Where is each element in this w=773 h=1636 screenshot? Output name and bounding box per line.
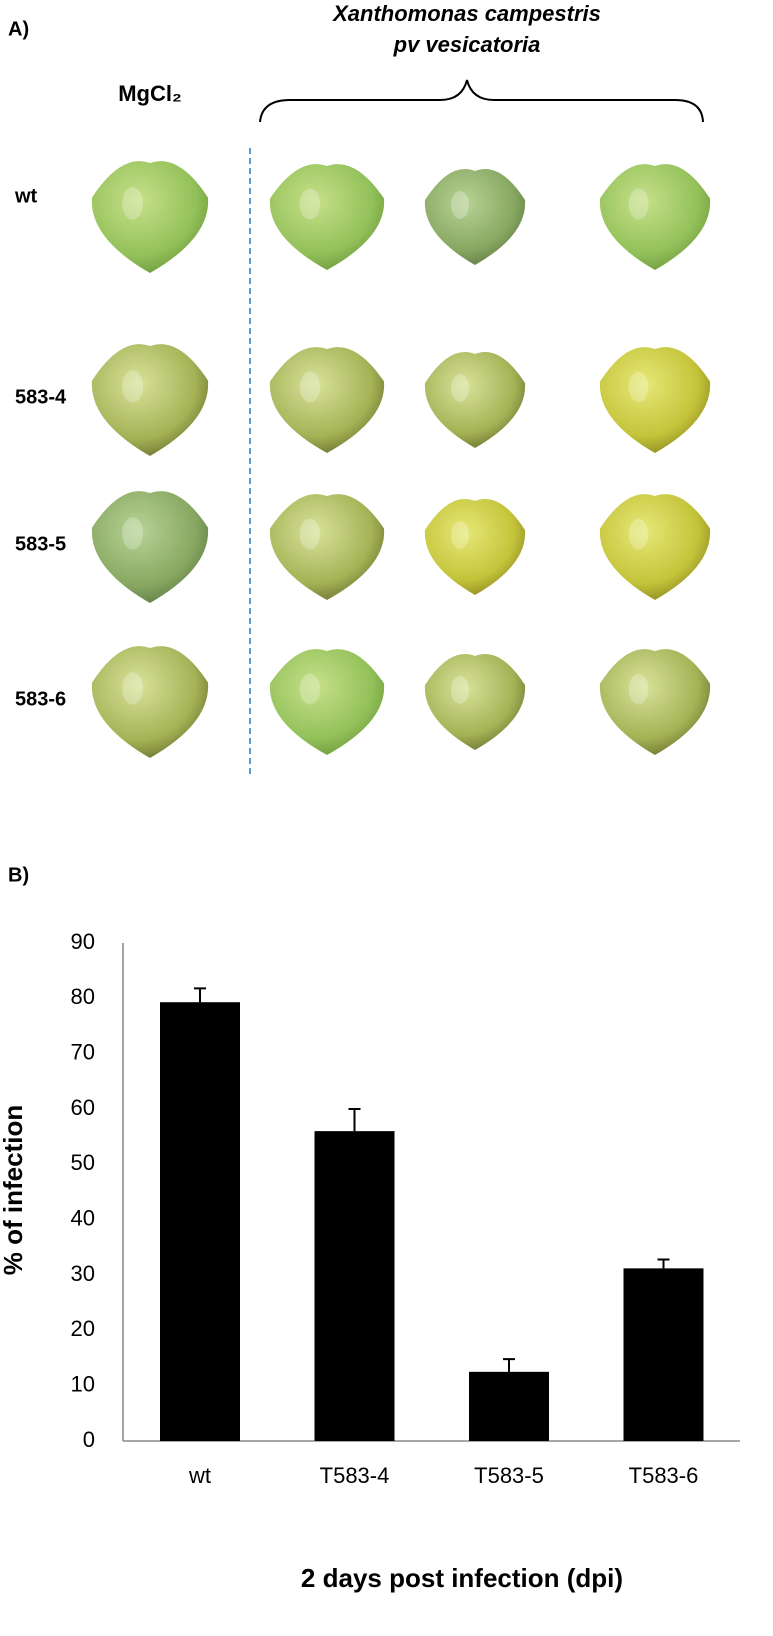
fruit-highlight bbox=[451, 191, 469, 219]
bar-chart: 0 10 20 30 40 50 60 70 80 90 wt T583-4 T583-5 T583-6%… bbox=[0, 929, 740, 1593]
x-tick-label: T583-4 bbox=[320, 1463, 390, 1488]
fruit-highlight bbox=[299, 518, 321, 550]
fruit bbox=[424, 351, 526, 448]
fruit bbox=[269, 649, 385, 755]
y-tick-label: 40 bbox=[71, 1205, 95, 1230]
fruit bbox=[599, 649, 711, 755]
fruit bbox=[599, 347, 711, 453]
x-tick-label: T583-6 bbox=[629, 1463, 699, 1488]
y-tick-label: 70 bbox=[71, 1039, 95, 1064]
bar bbox=[469, 1371, 549, 1441]
fruit-highlight bbox=[122, 517, 144, 550]
fruit-highlight bbox=[628, 673, 649, 705]
y-tick-label: 80 bbox=[71, 984, 95, 1009]
y-tick-label: 10 bbox=[71, 1371, 95, 1396]
fruit bbox=[91, 491, 209, 603]
y-tick-label: 20 bbox=[71, 1316, 95, 1341]
control-label: MgCl₂ bbox=[118, 81, 182, 106]
fruit-grid bbox=[91, 161, 711, 758]
error-bar bbox=[503, 1358, 515, 1372]
bar bbox=[314, 1131, 395, 1441]
fruit-highlight bbox=[299, 673, 321, 705]
fruit-highlight bbox=[628, 188, 649, 220]
fruit bbox=[269, 494, 385, 600]
fruit-highlight bbox=[628, 518, 649, 550]
fruit bbox=[599, 494, 711, 600]
error-bar bbox=[348, 1108, 361, 1132]
y-tick-label: 90 bbox=[71, 929, 95, 954]
row-label: 583-5 bbox=[15, 533, 66, 555]
y-tick-label: 50 bbox=[71, 1150, 95, 1175]
panel-title: pv vesicatoria bbox=[393, 32, 541, 57]
bar bbox=[160, 1002, 240, 1441]
fruit bbox=[424, 498, 526, 595]
row-label: 583-4 bbox=[15, 386, 67, 408]
brace bbox=[259, 79, 704, 123]
fruit-highlight bbox=[299, 371, 321, 403]
fruit-highlight bbox=[122, 370, 144, 403]
fruit-highlight bbox=[299, 188, 321, 220]
y-axis-title: % of infection bbox=[0, 1105, 28, 1275]
row-label: 583-6 bbox=[15, 688, 66, 710]
x-tick-label: T583-5 bbox=[474, 1463, 544, 1488]
x-tick-label: wt bbox=[188, 1463, 211, 1488]
error-bar bbox=[194, 987, 206, 1003]
y-tick-label: 0 bbox=[83, 1427, 95, 1452]
panel-label: B) bbox=[8, 864, 29, 886]
fruit-highlight bbox=[122, 187, 144, 220]
fruit-highlight bbox=[451, 521, 469, 549]
fruit bbox=[91, 646, 209, 758]
fruit-highlight bbox=[451, 374, 469, 402]
y-tick-label: 30 bbox=[71, 1261, 95, 1286]
fruit bbox=[424, 168, 526, 265]
fruit-highlight bbox=[122, 672, 144, 705]
fruit bbox=[91, 344, 209, 456]
fruit bbox=[91, 161, 209, 273]
fruit-highlight bbox=[628, 371, 649, 403]
fruit bbox=[424, 653, 526, 750]
bar bbox=[623, 1268, 704, 1441]
error-bar bbox=[657, 1258, 670, 1269]
fruit bbox=[269, 164, 385, 270]
fruit-highlight bbox=[451, 676, 469, 704]
panel-label: A) bbox=[8, 18, 29, 40]
y-tick-label: 60 bbox=[71, 1095, 95, 1120]
fruit bbox=[599, 164, 711, 270]
x-axis-title: 2 days post infection (dpi) bbox=[301, 1563, 623, 1593]
row-label: wt bbox=[14, 185, 38, 207]
panel-title: Xanthomonas campestris bbox=[331, 1, 601, 26]
fruit bbox=[269, 347, 385, 453]
